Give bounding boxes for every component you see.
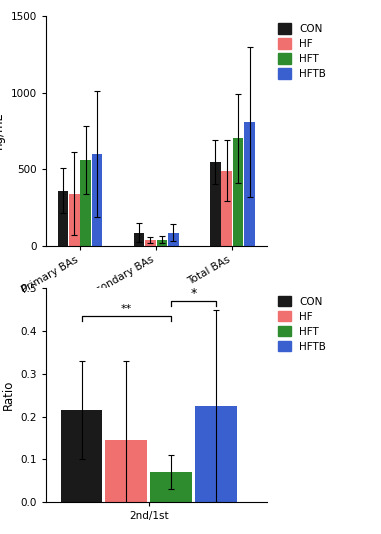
Bar <box>80 160 91 246</box>
Bar <box>61 410 102 502</box>
Bar <box>210 162 221 246</box>
Bar <box>168 233 179 246</box>
Bar <box>150 472 192 502</box>
Text: **: ** <box>121 304 132 314</box>
Bar <box>106 440 147 502</box>
Y-axis label: ng/mL: ng/mL <box>0 112 5 150</box>
Bar <box>221 171 232 246</box>
Bar <box>92 154 102 246</box>
Bar <box>244 122 255 246</box>
Text: *: * <box>190 287 197 300</box>
Bar <box>69 194 80 246</box>
Bar <box>134 233 144 246</box>
Bar <box>157 240 167 246</box>
Bar <box>195 406 237 502</box>
Y-axis label: Ratio: Ratio <box>2 380 14 410</box>
Bar <box>145 240 156 246</box>
Legend: CON, HF, HFT, HFTB: CON, HF, HFT, HFTB <box>276 21 328 81</box>
Legend: CON, HF, HFT, HFTB: CON, HF, HFT, HFTB <box>276 294 328 354</box>
Bar <box>58 191 68 246</box>
Bar <box>233 138 243 246</box>
